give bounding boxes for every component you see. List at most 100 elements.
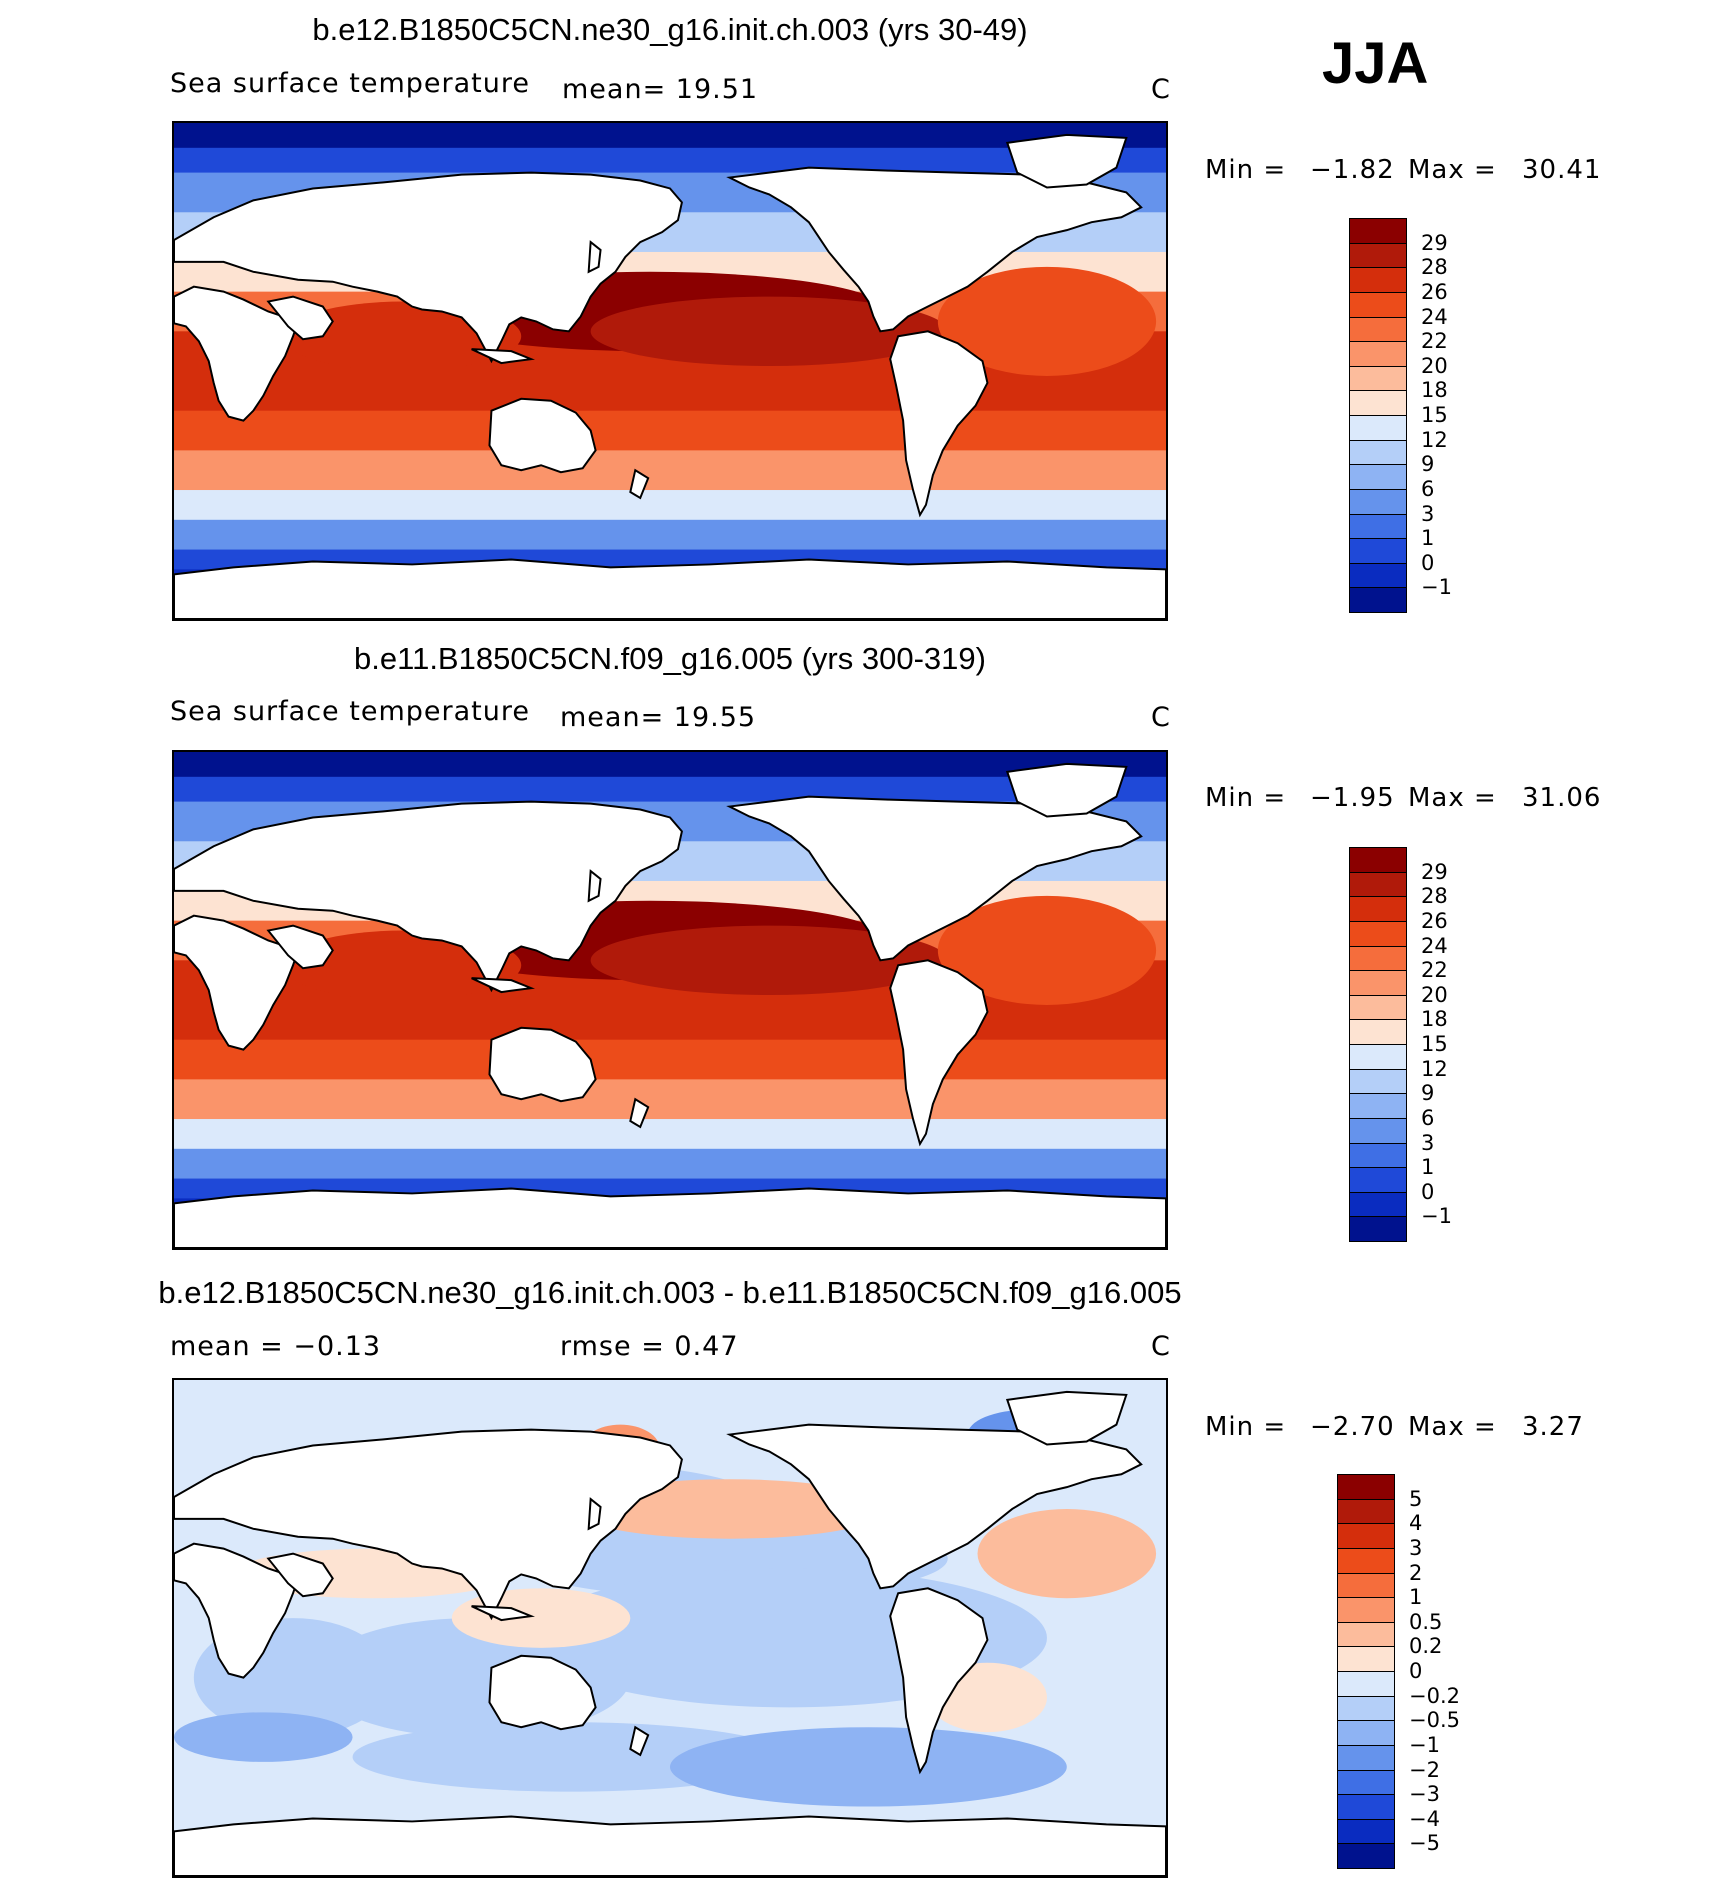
colorbar-swatch [1337,1523,1395,1549]
colorbar-tick-label: 0 [1409,1659,1423,1683]
colorbar-tick-label: 24 [1421,933,1448,958]
colorbar-tick-label: 15 [1421,1032,1448,1056]
colorbar-tick-label: 24 [1421,304,1448,329]
panel-3-min-value: −2.70 [1310,1412,1395,1442]
colorbar-tick-label: −0.5 [1409,1708,1460,1733]
colorbar-tick-label: 6 [1421,476,1435,501]
colorbar-swatch [1337,1547,1395,1574]
colorbar-swatch [1349,267,1407,293]
colorbar-swatch [1337,1597,1395,1623]
panel-1-map [172,121,1168,621]
colorbar-swatch [1349,1191,1407,1218]
colorbar-swatch [1349,1142,1407,1169]
colorbar-tick-label: 22 [1421,958,1448,983]
colorbar-swatch [1349,1019,1407,1045]
colorbar-swatch [1349,464,1407,490]
panel-2-mean: mean= 19.55 [560,702,757,733]
colorbar-swatch [1337,1572,1395,1599]
colorbar-tick-label: 1 [1421,526,1435,551]
panel-1-variable-label: Sea surface temperature [170,68,530,99]
colorbar-tick-label: 26 [1421,279,1448,304]
colorbar-swatch [1349,1044,1407,1070]
colorbar-swatch [1349,896,1407,922]
colorbar-swatch [1349,242,1407,269]
colorbar-tick-label: 0.5 [1409,1609,1443,1634]
colorbar-swatch [1337,1474,1395,1500]
panel-2-max-label: Max = [1408,783,1497,813]
colorbar-tick-label: −4 [1409,1806,1440,1831]
panel-2-units: C [1151,702,1171,733]
panel-3-rmse: rmse = 0.47 [560,1331,739,1362]
colorbar-tick-label: −3 [1409,1782,1440,1807]
colorbar-tick-label: −1 [1409,1732,1440,1757]
colorbar-tick-label: 18 [1421,378,1448,403]
colorbar-swatch [1337,1744,1395,1771]
panel-1-units: C [1151,74,1171,105]
colorbar-tick-label: 0.2 [1409,1634,1443,1659]
colorbar-tick-label: 4 [1409,1511,1423,1536]
panel-3-colorbar: 5 4 3 2 1 0.5 0.2 0 −0.2 −0.5 −1 −2 −3 −4 −5 [1337,1474,1477,1869]
colorbar-swatch [1349,538,1407,564]
colorbar-swatch [1349,1093,1407,1119]
colorbar-swatch [1349,562,1407,589]
panel-3-max-value: 3.27 [1522,1412,1584,1442]
panel-3-max-label: Max = [1408,1412,1497,1442]
colorbar-tick-label: 12 [1421,1056,1448,1081]
colorbar-swatch [1349,1167,1407,1193]
colorbar-tick-label: 26 [1421,908,1448,933]
colorbar-tick-label: 20 [1421,982,1448,1007]
colorbar-tick-label: 5 [1409,1486,1423,1511]
colorbar-tick-label: 29 [1421,230,1448,255]
colorbar-tick-label: 1 [1421,1155,1435,1180]
colorbar-tick-label: −5 [1409,1831,1440,1856]
colorbar-swatch [1349,970,1407,996]
colorbar-swatch [1349,218,1407,244]
colorbar-swatch [1337,1498,1395,1525]
panel-3-units: C [1151,1331,1171,1362]
panel-3-map [172,1378,1168,1878]
colorbar-swatch [1337,1621,1395,1648]
colorbar-tick-label: 29 [1421,859,1448,884]
colorbar-tick-label: 28 [1421,884,1448,909]
colorbar-tick-label: 1 [1409,1585,1423,1610]
season-label: JJA [1322,31,1429,96]
panel-1-title: b.e12.B1850C5CN.ne30_g16.init.ch.003 (yr… [312,12,1028,47]
panel-2-map [172,750,1168,1250]
colorbar-tick-label: 18 [1421,1007,1448,1032]
colorbar-tick-label: 0 [1421,550,1435,575]
colorbar-tick-label: 3 [1409,1535,1423,1560]
colorbar-swatch [1337,1671,1395,1697]
colorbar-tick-label: 0 [1421,1179,1435,1204]
colorbar-swatch [1349,945,1407,972]
colorbar-swatch [1349,439,1407,466]
colorbar-tick-label: 22 [1421,329,1448,354]
colorbar-tick-label: 3 [1421,501,1435,526]
colorbar-tick-label: 9 [1421,1081,1435,1106]
colorbar-swatch [1349,316,1407,343]
colorbar-swatch [1349,415,1407,441]
colorbar-swatch [1349,1117,1407,1144]
panel-2-title: b.e11.B1850C5CN.f09_g16.005 (yrs 300-319… [354,641,986,676]
colorbar-swatch [1349,994,1407,1021]
colorbar-swatch [1349,920,1407,947]
colorbar-swatch [1349,390,1407,416]
colorbar-swatch [1337,1794,1395,1820]
colorbar-tick-label: 28 [1421,255,1448,280]
colorbar-tick-label: −1 [1421,575,1452,600]
colorbar-swatch [1349,365,1407,392]
colorbar-swatch [1349,1216,1407,1242]
panel-1-mean: mean= 19.51 [562,74,759,105]
colorbar-tick-label: 15 [1421,403,1448,427]
colorbar-swatch [1337,1769,1395,1796]
colorbar-tick-label: −0.2 [1409,1683,1460,1708]
panel-2-min-value: −1.95 [1310,783,1395,813]
panel-1-min-label: Min = [1205,155,1287,185]
colorbar-swatch [1349,341,1407,367]
colorbar-tick-label: 12 [1421,427,1448,452]
colorbar-swatch [1349,587,1407,613]
colorbar-swatch [1349,291,1407,318]
colorbar-swatch [1349,871,1407,898]
colorbar-swatch [1349,488,1407,515]
panel-1-max-value: 30.41 [1522,155,1602,185]
colorbar-swatch [1337,1695,1395,1722]
